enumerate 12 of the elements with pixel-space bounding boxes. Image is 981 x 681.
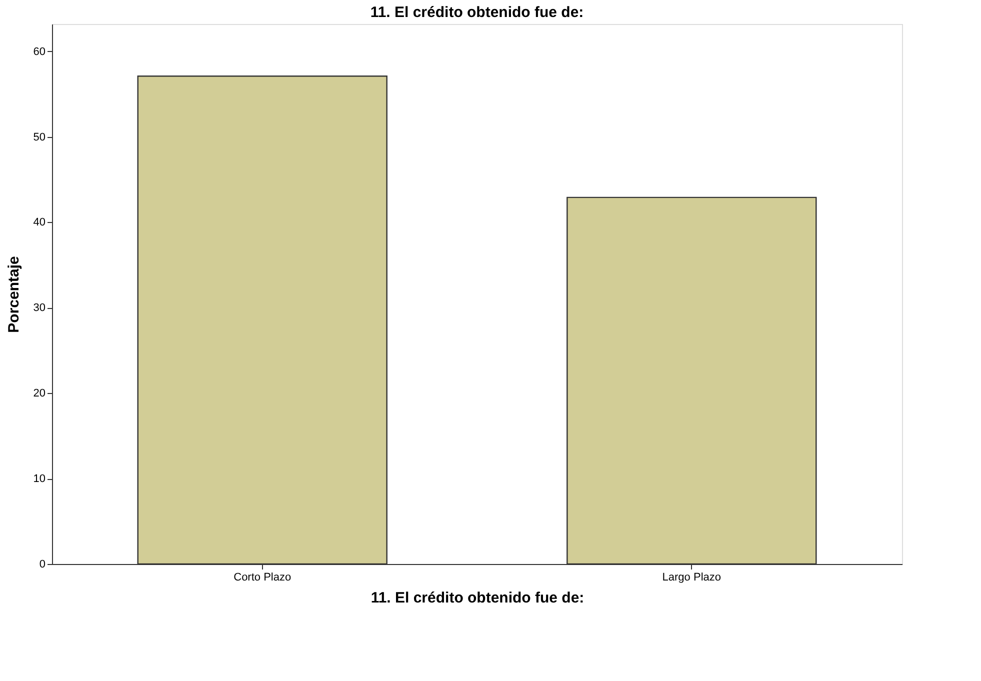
y-tick-label: 60 bbox=[33, 46, 46, 58]
y-tick-label: 10 bbox=[33, 473, 46, 486]
x-axis-title: 11. El crédito obtenido fue de: bbox=[370, 590, 584, 606]
y-tick-label: 40 bbox=[33, 216, 46, 229]
x-tick-label: Largo Plazo bbox=[662, 572, 722, 584]
y-tick-label: 50 bbox=[33, 131, 46, 144]
y-axis-title: Porcentaje bbox=[5, 256, 22, 333]
x-tick-label: Corto Plazo bbox=[234, 572, 292, 584]
y-tick-label: 20 bbox=[33, 388, 46, 400]
y-tick-label: 30 bbox=[33, 302, 46, 314]
y-tick-label: 0 bbox=[39, 558, 46, 570]
chart-title: 11. El crédito obtenido fue de: bbox=[370, 4, 584, 21]
